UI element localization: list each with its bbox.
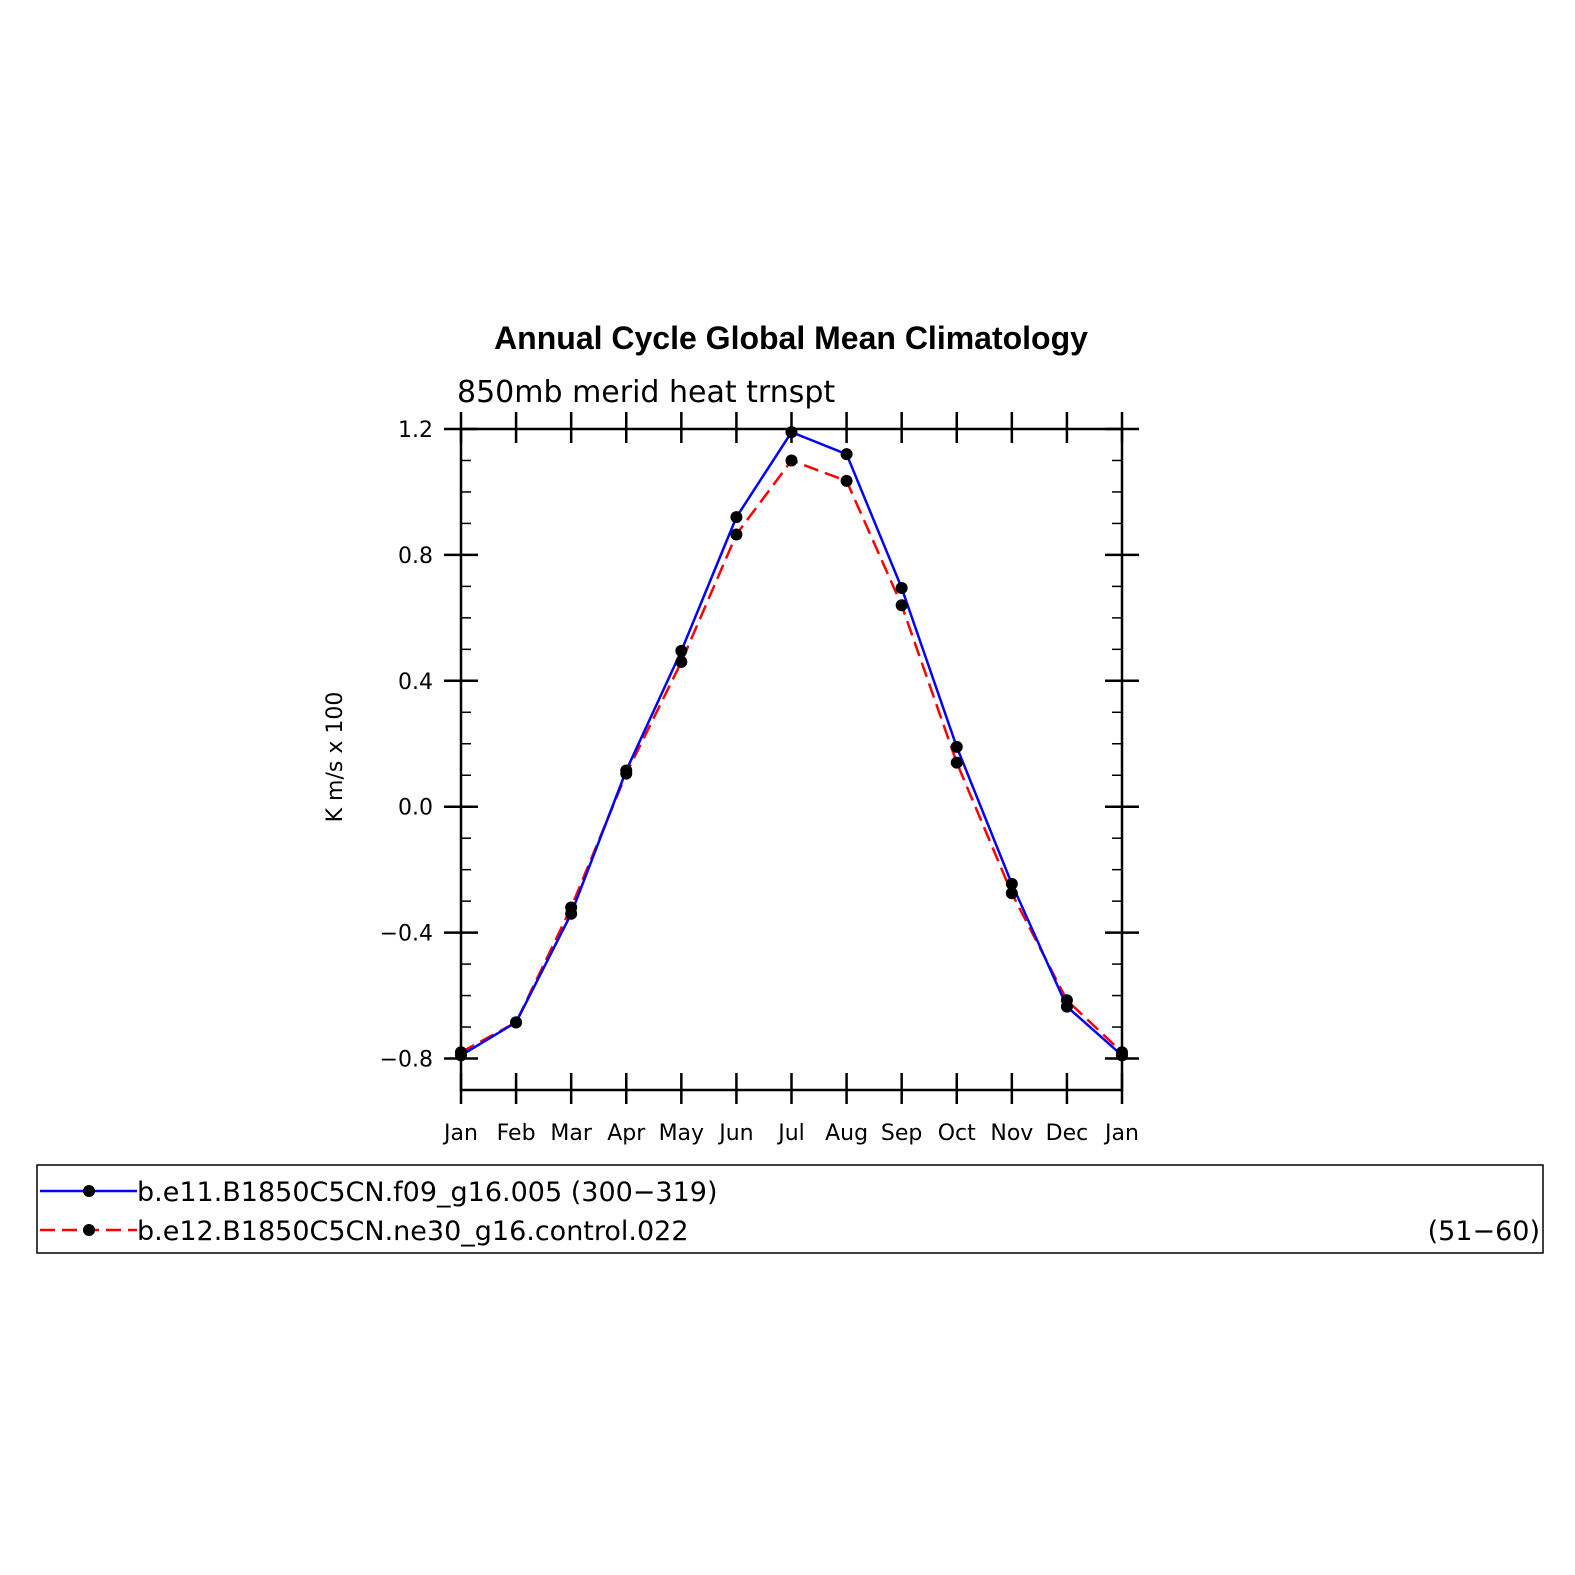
series-1-point	[1005, 877, 1018, 890]
legend-label-suffix-2: (51−60)	[1428, 1216, 1540, 1247]
y-tick-label: −0.4	[380, 922, 433, 947]
legend-label-2: b.e12.B1850C5CN.ne30_g16.control.022	[137, 1216, 689, 1247]
plot-axes: Jan Feb Mar Apr May Jun Jul Aug Sep Oct Nov Dec Jan −…	[380, 412, 1139, 1146]
series-2-point	[510, 1016, 523, 1029]
series-2-point	[950, 756, 963, 769]
y-tick-label: 0.4	[398, 670, 433, 695]
y-tick-label: 1.2	[398, 418, 433, 443]
legend-label-1: b.e11.B1850C5CN.f09_g16.005 (300−319)	[137, 1177, 718, 1208]
series-2-point	[455, 1046, 467, 1059]
x-tick-label: Jan	[1103, 1121, 1139, 1146]
series-2-point	[895, 599, 908, 612]
x-tick-label: Dec	[1046, 1121, 1089, 1146]
legend: b.e11.B1850C5CN.f09_g16.005 (300−319) b.e…	[36, 1164, 1544, 1254]
series-layer	[455, 426, 1128, 1062]
y-tick-label: 0.0	[398, 796, 433, 821]
x-tick-label: Oct	[938, 1121, 976, 1146]
series-1-point	[840, 448, 853, 461]
plot-frame	[459, 427, 1124, 1092]
x-tick-label: Apr	[607, 1121, 646, 1146]
series-1-point	[730, 511, 743, 524]
legend-marker-1	[83, 1185, 95, 1197]
series-line-1	[460, 430, 1123, 1057]
x-tick-label: Nov	[990, 1121, 1033, 1146]
x-tick-label: Aug	[825, 1121, 868, 1146]
series-2-point	[730, 528, 743, 541]
chart-title: Annual Cycle Global Mean Climatology	[494, 320, 1088, 356]
series-1-point	[785, 426, 798, 439]
series-1-point	[675, 644, 688, 657]
series-2-point	[1005, 887, 1018, 900]
series-2-point	[840, 474, 853, 487]
y-axis-label: K m/s x 100	[323, 692, 348, 823]
series-2-point	[785, 454, 798, 467]
x-tick-label: Jul	[776, 1121, 805, 1146]
legend-frame	[36, 1164, 1544, 1254]
series-line-2	[460, 458, 1123, 1054]
series-2-point	[620, 767, 633, 780]
series-1-point	[950, 740, 963, 753]
series-2-point	[675, 655, 688, 668]
chart-subtitle: 850mb merid heat trnspt	[457, 375, 835, 410]
y-tick-label: 0.8	[398, 544, 433, 569]
y-tick-label: −0.8	[380, 1048, 433, 1073]
x-tick-label: Feb	[497, 1121, 536, 1146]
series-1-point	[895, 581, 908, 594]
x-tick-label: Mar	[550, 1121, 592, 1146]
x-tick-label: Sep	[881, 1121, 922, 1146]
x-tick-label: Jun	[717, 1121, 753, 1146]
x-tick-label: Jan	[442, 1121, 478, 1146]
legend-marker-2	[83, 1224, 95, 1236]
series-2-point	[1116, 1046, 1128, 1059]
series-2-point	[565, 901, 578, 914]
series-2-point	[1060, 994, 1073, 1007]
x-tick-label: May	[659, 1121, 704, 1146]
